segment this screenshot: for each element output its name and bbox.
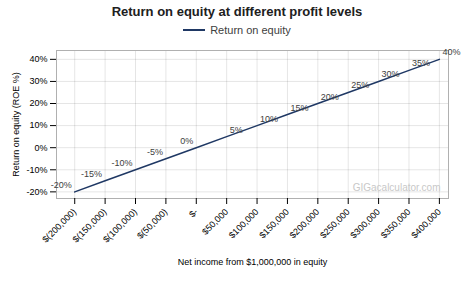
- svg-text:-15%: -15%: [81, 169, 102, 179]
- svg-text:0%: 0%: [34, 143, 47, 153]
- svg-text:-20%: -20%: [51, 180, 72, 190]
- svg-text:-10%: -10%: [111, 158, 132, 168]
- svg-text:-20%: -20%: [26, 187, 47, 197]
- svg-text:10%: 10%: [260, 114, 278, 124]
- svg-text:$(200,000): $(200,000): [40, 206, 79, 245]
- svg-text:$200,000: $200,000: [288, 207, 322, 241]
- html-text:Return on equity at different: Return on equity at different profit lev…: [111, 4, 363, 19]
- svg-text:-10%: -10%: [26, 165, 47, 175]
- svg-text:5%: 5%: [230, 125, 243, 135]
- svg-text:30%: 30%: [29, 76, 47, 86]
- svg-text:$400,000: $400,000: [409, 207, 443, 241]
- svg-text:15%: 15%: [290, 103, 308, 113]
- svg-text:$300,000: $300,000: [348, 207, 382, 241]
- svg-text:10%: 10%: [29, 120, 47, 130]
- svg-text:20%: 20%: [321, 92, 339, 102]
- svg-text:$(150,000): $(150,000): [70, 206, 109, 245]
- svg-text:Return on equity (ROE %): Return on equity (ROE %): [11, 72, 21, 177]
- svg-text:Net income from $1,000,000 in: Net income from $1,000,000 in equity: [178, 257, 328, 267]
- svg-text:40%: 40%: [442, 47, 460, 57]
- svg-text:25%: 25%: [351, 80, 369, 90]
- svg-text:0%: 0%: [180, 136, 193, 146]
- svg-text:30%: 30%: [382, 69, 400, 79]
- svg-text:-5%: -5%: [147, 147, 163, 157]
- svg-text:35%: 35%: [412, 58, 430, 68]
- html-text:Return on equity: Return on equity: [210, 23, 291, 36]
- svg-text:$350,000: $350,000: [379, 207, 413, 241]
- svg-text:$250,000: $250,000: [318, 207, 352, 241]
- svg-text:20%: 20%: [29, 98, 47, 108]
- svg-text:40%: 40%: [29, 54, 47, 64]
- svg-text:$(50,000): $(50,000): [135, 207, 169, 241]
- svg-text:$100,000: $100,000: [227, 207, 261, 241]
- svg-text:GIGacalculator.com: GIGacalculator.com: [353, 182, 441, 193]
- svg-text:$150,000: $150,000: [257, 207, 291, 241]
- svg-text:$-: $-: [187, 207, 200, 220]
- svg-text:$(100,000): $(100,000): [101, 207, 139, 245]
- svg-text:$50,000: $50,000: [200, 207, 230, 237]
